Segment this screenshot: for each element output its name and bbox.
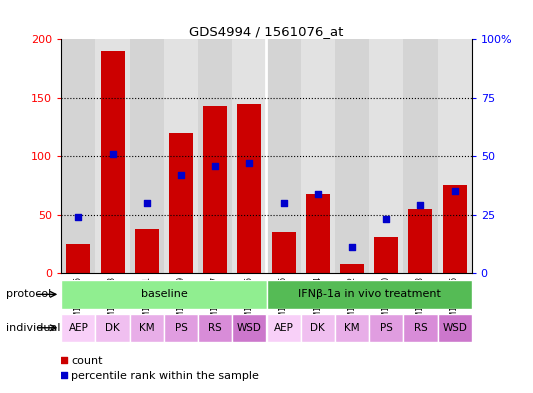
Point xyxy=(382,216,391,222)
Bar xyxy=(306,194,330,273)
Bar xyxy=(266,314,301,342)
Bar xyxy=(130,314,164,342)
Text: count: count xyxy=(71,356,102,366)
Bar xyxy=(198,314,232,342)
Point xyxy=(279,200,288,206)
Bar xyxy=(369,39,403,273)
Point xyxy=(60,372,69,378)
Point xyxy=(313,191,322,197)
Bar xyxy=(61,39,95,273)
Text: KM: KM xyxy=(344,323,360,333)
Bar xyxy=(95,39,130,273)
Point xyxy=(60,356,69,363)
Point xyxy=(142,200,151,206)
Text: AEP: AEP xyxy=(273,323,294,333)
Bar xyxy=(335,39,369,273)
Text: RS: RS xyxy=(414,323,427,333)
Bar xyxy=(67,244,91,273)
Text: KM: KM xyxy=(139,323,155,333)
Bar xyxy=(135,229,159,273)
Bar xyxy=(438,39,472,273)
Bar xyxy=(266,280,472,309)
Text: DK: DK xyxy=(105,323,120,333)
Bar xyxy=(403,39,438,273)
Bar xyxy=(237,104,261,273)
Text: RS: RS xyxy=(208,323,222,333)
Point xyxy=(74,214,83,220)
Point xyxy=(211,162,220,169)
Title: GDS4994 / 1561076_at: GDS4994 / 1561076_at xyxy=(189,25,344,38)
Bar xyxy=(266,39,301,273)
Text: WSD: WSD xyxy=(442,323,467,333)
Bar xyxy=(301,39,335,273)
Point xyxy=(450,188,459,195)
Bar xyxy=(198,39,232,273)
Bar xyxy=(374,237,398,273)
Bar xyxy=(232,39,266,273)
Text: protocol: protocol xyxy=(6,289,52,299)
Bar xyxy=(301,314,335,342)
Bar xyxy=(164,314,198,342)
Point xyxy=(348,244,356,251)
Text: AEP: AEP xyxy=(68,323,88,333)
Bar xyxy=(442,185,466,273)
Bar xyxy=(101,51,125,273)
Point xyxy=(416,202,425,208)
Bar xyxy=(61,280,266,309)
Bar xyxy=(130,39,164,273)
Bar xyxy=(335,314,369,342)
Bar xyxy=(272,232,296,273)
Bar xyxy=(203,106,227,273)
Text: DK: DK xyxy=(310,323,325,333)
Text: WSD: WSD xyxy=(237,323,262,333)
Bar xyxy=(340,264,364,273)
Bar xyxy=(164,39,198,273)
Bar xyxy=(232,314,266,342)
Bar xyxy=(408,209,432,273)
Bar xyxy=(403,314,438,342)
Text: baseline: baseline xyxy=(141,289,187,299)
Text: PS: PS xyxy=(380,323,393,333)
Text: individual: individual xyxy=(6,323,61,333)
Bar xyxy=(61,314,95,342)
Text: IFNβ-1a in vivo treatment: IFNβ-1a in vivo treatment xyxy=(297,289,441,299)
Point xyxy=(245,160,254,166)
Bar xyxy=(95,314,130,342)
Bar xyxy=(438,314,472,342)
Point xyxy=(177,172,185,178)
Text: percentile rank within the sample: percentile rank within the sample xyxy=(71,371,259,382)
Text: PS: PS xyxy=(175,323,188,333)
Point xyxy=(108,151,117,157)
Bar xyxy=(369,314,403,342)
Bar xyxy=(169,133,193,273)
